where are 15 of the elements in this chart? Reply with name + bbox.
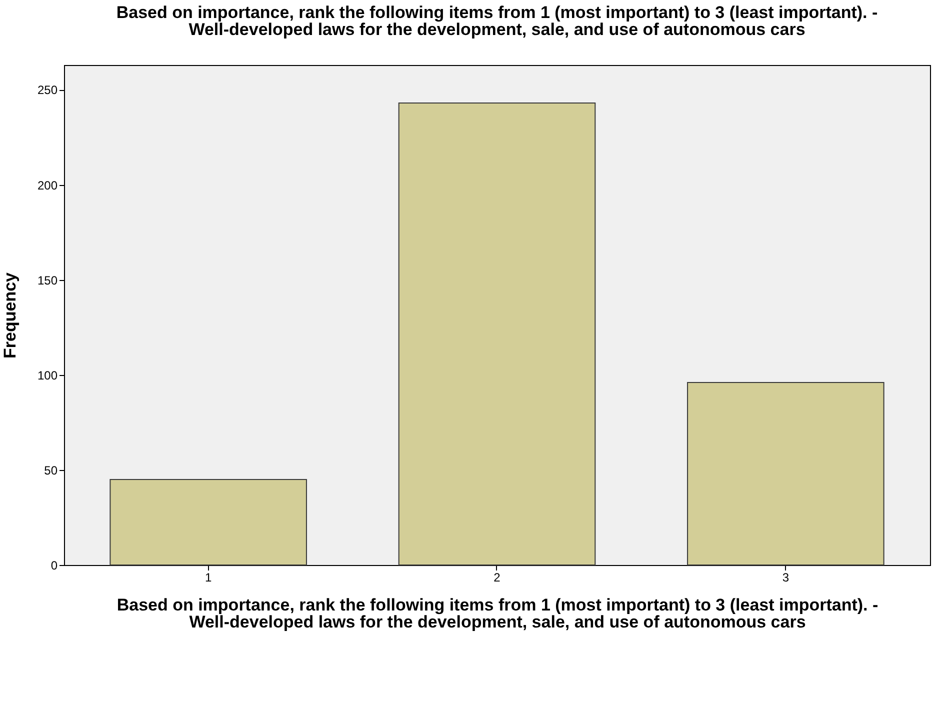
y-tick-label: 200 <box>37 178 58 192</box>
bar <box>110 478 307 566</box>
x-axis-title: Based on importance, rank the following items from 1 (most important) to 3 (least important). - Well-developed laws for the development, sale, and use of autonomous cars <box>116 596 878 632</box>
bar <box>398 102 596 566</box>
x-tick-label: 1 <box>204 570 212 584</box>
y-tick-label: 100 <box>37 368 58 382</box>
y-tick-label: 0 <box>50 558 58 572</box>
chart-title: Based on importance, rank the following items from 1 (most important) to 3 (least important). - Well-developed laws for the development, sale, and use of autonomous cars <box>116 3 878 39</box>
bar <box>687 382 884 566</box>
x-tick-label: 3 <box>782 570 790 584</box>
y-tick-label: 250 <box>37 83 58 98</box>
x-tick-label: 2 <box>494 570 501 584</box>
y-tick-label: 50 <box>44 463 58 478</box>
y-tick-label: 150 <box>37 273 58 288</box>
y-axis-title: Frequency <box>0 272 20 358</box>
